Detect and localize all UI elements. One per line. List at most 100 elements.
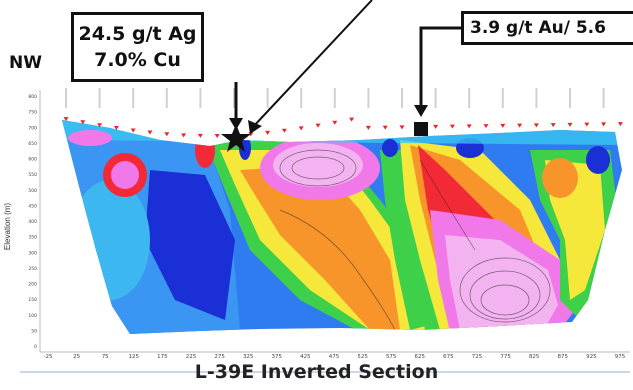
x-tick-label: 75: [102, 354, 109, 360]
station-marker: [617, 122, 623, 127]
y-tick-label: 700: [28, 125, 37, 131]
station-marker: [500, 123, 506, 128]
ag-cu-callout: 24.5 g/t Ag 7.0% Cu: [71, 12, 204, 82]
station-label-mark: [165, 88, 168, 108]
station-marker: [164, 132, 170, 137]
x-tick-label: 375: [272, 354, 283, 360]
x-tick-label: 475: [329, 354, 340, 360]
x-tick-label: 975: [615, 354, 626, 360]
station-label-mark: [501, 88, 504, 108]
station-marker: [265, 130, 271, 135]
upper-arrow-line: [251, 0, 373, 129]
x-tick-label: 625: [415, 354, 426, 360]
station-marker: [197, 133, 203, 138]
station-label-mark: [434, 88, 437, 108]
x-tick-label: 675: [443, 354, 454, 360]
station-marker: [214, 133, 220, 138]
station-label-mark: [98, 88, 101, 108]
station-marker: [349, 117, 355, 122]
y-tick-label: 750: [28, 110, 37, 116]
y-tick-labels: 8007507006506005505004504003503002502001…: [28, 94, 37, 350]
station-marker: [281, 128, 287, 133]
x-tick-label: 825: [529, 354, 540, 360]
direction-label: NW: [9, 53, 42, 73]
station-label-mark: [367, 88, 370, 108]
station-marker: [365, 125, 371, 130]
station-label-mark: [602, 88, 605, 108]
station-label-mark: [535, 88, 538, 108]
upper-arrow-head: [248, 120, 262, 134]
station-marker: [147, 130, 153, 135]
x-tick-label: 125: [129, 354, 140, 360]
station-marker: [298, 126, 304, 131]
y-tick-label: 100: [28, 313, 37, 319]
x-tick-label: 925: [586, 354, 597, 360]
ag-callout-line2: 7.0% Cu: [94, 49, 181, 71]
y-tick-label: 650: [28, 141, 37, 147]
station-marker: [550, 123, 556, 128]
station-label-mark: [569, 88, 571, 108]
station-marker: [181, 133, 187, 138]
y-tick-label: 250: [28, 266, 37, 272]
x-tick-label: 175: [157, 354, 168, 360]
station-marker: [533, 123, 539, 128]
x-tick-label: 875: [558, 354, 569, 360]
station-marker: [113, 126, 119, 131]
station-marker: [130, 128, 136, 133]
y-tick-label: 500: [28, 188, 37, 194]
x-tick-label: 525: [357, 354, 368, 360]
station-label-mark: [199, 88, 202, 108]
star-icon: [221, 124, 251, 152]
station-label-mark: [401, 88, 403, 108]
station-marker: [248, 132, 254, 137]
station-marker: [399, 125, 405, 130]
section-title: L-39E Inverted Section: [194, 361, 439, 383]
y-tick-label: 300: [28, 250, 37, 256]
station-label-mark: [300, 88, 303, 108]
au-callout-text: 3.9 g/t Au/ 5.6: [470, 18, 606, 38]
station-marker: [315, 123, 321, 128]
y-tick-label: 400: [28, 219, 37, 225]
ag-callout-line1: 24.5 g/t Ag: [78, 23, 197, 45]
station-label-mark: [266, 88, 269, 108]
station-label-mark: [233, 88, 235, 108]
station-marker: [332, 120, 338, 125]
y-tick-label: 0: [34, 344, 37, 350]
station-marker: [382, 125, 388, 130]
station-marker: [97, 123, 103, 128]
x-tick-label: 225: [186, 354, 197, 360]
station-marker: [449, 124, 455, 129]
station-label-mark: [132, 88, 135, 108]
x-tick-label: -25: [44, 354, 53, 360]
y-tick-label: 550: [28, 172, 37, 178]
x-tick-labels: -25 25 75 125 175 225 275 325 375 425 475 525 575 625…: [44, 354, 626, 360]
station-marker: [584, 122, 590, 127]
y-tick-label: 450: [28, 203, 37, 209]
station-label-mark: [468, 88, 471, 108]
station-marker: [601, 122, 607, 127]
station-label-mark: [65, 88, 67, 108]
au-leader-line: [419, 26, 461, 110]
station-marker: [517, 123, 523, 128]
y-tick-label: 600: [28, 157, 37, 163]
x-tick-label: 775: [500, 354, 511, 360]
x-tick-label: 25: [73, 354, 80, 360]
au-leader-arrow: [414, 105, 428, 117]
station-marker: [567, 122, 573, 127]
y-tick-label: 800: [28, 94, 37, 100]
station-labels: [65, 88, 605, 108]
x-tick-label: 575: [386, 354, 397, 360]
y-tick-label: 150: [28, 297, 37, 303]
au-callout: 3.9 g/t Au/ 5.6: [461, 11, 633, 45]
station-marker: [466, 124, 472, 129]
square-icon: [414, 122, 428, 136]
y-tick-label: 350: [28, 235, 37, 241]
y-tick-label: 200: [28, 282, 37, 288]
resistivity-section: [62, 120, 622, 334]
y-tick-label: 50: [31, 328, 37, 334]
station-marker: [483, 124, 489, 129]
station-marker: [63, 117, 69, 122]
station-marker: [80, 120, 86, 125]
